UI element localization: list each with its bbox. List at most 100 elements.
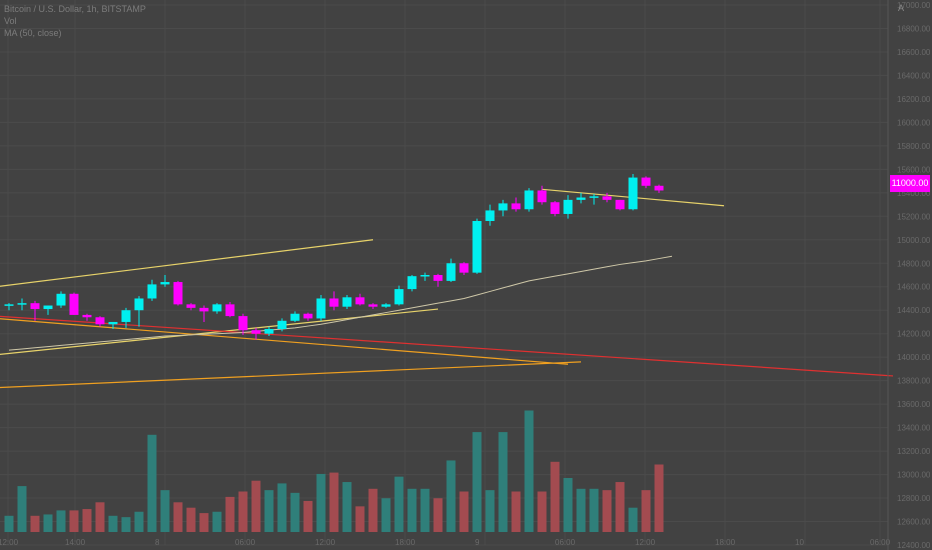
candle-body	[394, 289, 404, 305]
candle-body	[537, 190, 547, 203]
x-tick-label: 18:00	[395, 538, 416, 547]
candle-body	[121, 310, 131, 322]
candle-body	[17, 303, 27, 305]
volume-bar	[251, 480, 261, 532]
x-tick-label: 12:00	[315, 538, 336, 547]
volume-bar	[199, 513, 209, 532]
y-tick-label: 15400.00	[897, 189, 931, 198]
volume-bar	[173, 502, 183, 532]
y-tick-label: 16200.00	[897, 95, 931, 104]
volume-bar	[498, 432, 508, 532]
candle-body	[303, 313, 313, 319]
volume-bar	[303, 500, 313, 532]
candle-body	[134, 298, 144, 311]
candle-body	[43, 305, 53, 310]
x-tick-label: 06:00	[235, 538, 256, 547]
candle-body	[498, 203, 508, 211]
volume-bar	[212, 511, 222, 532]
volume-bar	[69, 510, 79, 532]
x-tick-label: 10	[795, 538, 804, 547]
volume-bar	[628, 507, 638, 532]
volume-bar	[134, 511, 144, 532]
y-tick-label: 14800.00	[897, 259, 931, 268]
y-tick-label: 13800.00	[897, 377, 931, 386]
volume-bar	[394, 476, 404, 532]
candle-body	[433, 275, 443, 281]
x-tick-label: 8	[155, 538, 160, 547]
volume-bar	[407, 488, 417, 532]
candle-body	[446, 263, 456, 281]
candle-body	[160, 282, 170, 285]
candle-body	[628, 177, 638, 210]
volume-bar	[186, 507, 196, 532]
y-tick-label: 15600.00	[897, 165, 931, 174]
candle-body	[108, 321, 118, 325]
x-tick-label: 14:00	[65, 538, 86, 547]
y-tick-label: 13600.00	[897, 400, 931, 409]
candle-body	[589, 196, 599, 198]
candle-body	[30, 303, 40, 310]
volume-bar	[459, 491, 469, 532]
candle-body	[147, 284, 157, 299]
y-tick-label: 14600.00	[897, 283, 931, 292]
candle-body	[329, 298, 339, 307]
y-tick-label: 16400.00	[897, 71, 931, 80]
chart-legend: Bitcoin / U.S. Dollar, 1h, BITSTAMP Vol …	[4, 3, 146, 39]
volume-bar	[121, 517, 131, 532]
candle-body	[576, 197, 586, 200]
trendline-red	[0, 315, 894, 377]
volume-bar	[433, 498, 443, 532]
y-tick-label: 14200.00	[897, 330, 931, 339]
y-tick-label: 12600.00	[897, 518, 931, 527]
volume-bar	[381, 498, 391, 532]
volume-bar	[95, 502, 105, 532]
volume-bar	[43, 514, 53, 532]
volume-bar	[420, 488, 430, 532]
candle-body	[602, 196, 612, 200]
candle-body	[342, 297, 352, 307]
volume-bar	[264, 490, 274, 532]
candle-body	[56, 293, 66, 306]
volume-bar	[641, 490, 651, 532]
volume-bar	[576, 488, 586, 532]
y-tick-label: 15800.00	[897, 142, 931, 151]
volume-bar	[615, 482, 625, 532]
candle-body	[251, 330, 261, 334]
x-tick-label: 12:00	[635, 538, 656, 547]
volume-bar	[342, 482, 352, 532]
trendline-orange-ascending	[0, 361, 582, 389]
y-tick-label: 14000.00	[897, 353, 931, 362]
trendline-orange-descending	[0, 318, 569, 365]
volume-bar	[4, 515, 14, 532]
y-tick-label: 13000.00	[897, 471, 931, 480]
candle-body	[524, 190, 534, 210]
volume-bar	[563, 478, 573, 532]
x-tick-label: 06:00	[555, 538, 576, 547]
x-tick-label: 18:00	[715, 538, 736, 547]
candle-body	[238, 316, 248, 331]
y-tick-label: 15000.00	[897, 236, 931, 245]
candle-body	[654, 185, 664, 191]
candle-body	[641, 177, 651, 186]
candle-body	[290, 313, 300, 321]
volume-bar	[589, 488, 599, 532]
legend-symbol: Bitcoin / U.S. Dollar, 1h, BITSTAMP	[4, 4, 146, 14]
volume-bar	[82, 509, 92, 532]
candle-body	[368, 304, 378, 307]
volume-bar	[472, 432, 482, 532]
candle-body	[511, 203, 521, 210]
y-tick-label: 13400.00	[897, 424, 931, 433]
volume-bar	[290, 492, 300, 532]
candle-body	[199, 307, 209, 312]
candle-body	[420, 275, 430, 277]
candle-body	[563, 199, 573, 214]
candle-body	[173, 282, 183, 305]
candle-body	[186, 304, 196, 308]
x-tick-label: 9	[475, 538, 480, 547]
candle-body	[615, 199, 625, 210]
volume-bar	[446, 460, 456, 532]
axis-scale-label[interactable]: A	[898, 3, 905, 13]
volume-bar	[654, 464, 664, 532]
candle-body	[69, 293, 79, 315]
